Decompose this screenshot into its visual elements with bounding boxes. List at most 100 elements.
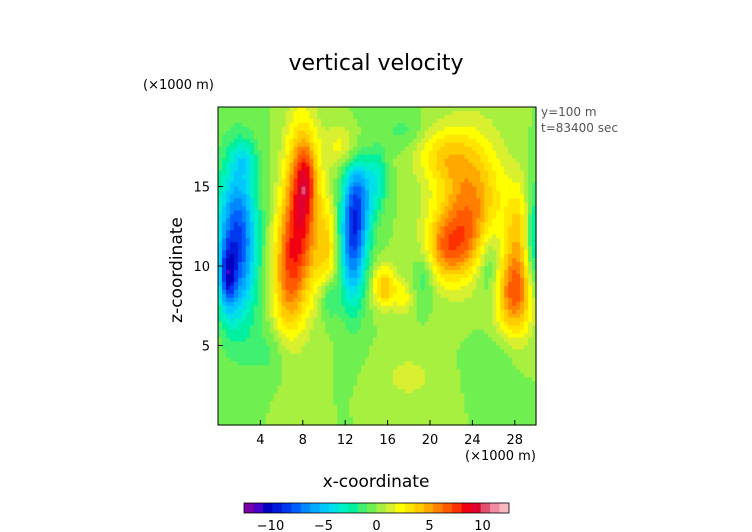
heatmap-cell (245, 158, 251, 164)
heatmap-cell (488, 289, 493, 295)
heatmap-cell (456, 337, 462, 343)
heatmap-cell (277, 230, 283, 235)
heatmap-cell (241, 130, 247, 136)
heatmap-cell (357, 333, 362, 339)
heatmap-cell (532, 222, 537, 227)
heatmap-cell (269, 222, 275, 227)
heatmap-cell (321, 345, 326, 351)
heatmap-cell (313, 142, 318, 148)
heatmap-cell (329, 353, 334, 359)
heatmap-cell (476, 174, 481, 180)
heatmap-cell (325, 142, 330, 148)
heatmap-cell (253, 118, 259, 124)
heatmap-cell (448, 301, 454, 307)
heatmap-cell (432, 118, 438, 124)
heatmap-cell (452, 337, 458, 343)
heatmap-cell (341, 186, 346, 192)
heatmap-cell (416, 158, 422, 164)
heatmap-cell (432, 122, 438, 128)
heatmap-cell (357, 194, 362, 200)
heatmap-cell (301, 289, 307, 295)
heatmap-cell (357, 190, 362, 196)
heatmap-cell (436, 269, 442, 275)
heatmap-cell (408, 186, 414, 192)
heatmap-cell (373, 277, 378, 283)
heatmap-cell (225, 333, 231, 339)
heatmap-cell (329, 321, 334, 327)
heatmap-cell (321, 198, 326, 204)
heatmap-cell (265, 122, 271, 128)
heatmap-cell (520, 166, 525, 172)
heatmap-cell (341, 122, 346, 128)
heatmap-cell (428, 118, 434, 124)
heatmap-cell (297, 309, 303, 315)
heatmap-cell (472, 210, 477, 215)
heatmap-cell (480, 107, 485, 112)
heatmap-cell (456, 289, 462, 295)
heatmap-cell (301, 158, 307, 164)
heatmap-cell (321, 353, 326, 359)
heatmap-cell (261, 289, 267, 295)
heatmap-cell (380, 269, 386, 275)
heatmap-cell (440, 250, 446, 255)
heatmap-cell (428, 154, 434, 160)
heatmap-cell (424, 305, 430, 311)
heatmap-cell (476, 246, 481, 251)
heatmap-cell (464, 321, 470, 327)
heatmap-cell (532, 226, 537, 231)
heatmap-cell (388, 190, 394, 196)
heatmap-cell (241, 122, 247, 128)
heatmap-cell (512, 325, 517, 331)
heatmap-cell (365, 329, 370, 335)
heatmap-cell (265, 317, 271, 323)
heatmap-cell (369, 254, 374, 259)
heatmap-cell (520, 293, 525, 299)
heatmap-cell (524, 170, 529, 176)
heatmap-cell (285, 246, 291, 251)
heatmap-cell (392, 166, 398, 172)
heatmap-cell (460, 321, 466, 327)
heatmap-cell (233, 202, 239, 207)
heatmap-cell (456, 321, 462, 327)
heatmap-cell (289, 222, 295, 227)
heatmap-cell (301, 174, 307, 180)
heatmap-cell (396, 170, 402, 176)
heatmap-cell (512, 309, 517, 315)
heatmap-cell (225, 198, 231, 204)
heatmap-cell (289, 317, 295, 323)
heatmap-cell (257, 138, 263, 144)
heatmap-cell (245, 226, 251, 231)
heatmap-cell (404, 246, 410, 251)
heatmap-cell (373, 206, 378, 211)
heatmap-cell (508, 146, 513, 152)
heatmap-cell (369, 341, 374, 347)
heatmap-cell (325, 202, 330, 207)
heatmap-cell (329, 198, 334, 204)
heatmap-cell (245, 170, 251, 176)
heatmap-cell (285, 254, 291, 259)
heatmap-cell (408, 246, 414, 251)
heatmap-cell (373, 170, 378, 176)
heatmap-cell (353, 277, 358, 283)
heatmap-cell (512, 118, 517, 124)
heatmap-cell (313, 162, 318, 168)
heatmap-cell (504, 194, 509, 200)
heatmap-cell (221, 341, 227, 347)
heatmap-cell (528, 333, 533, 339)
heatmap-cell (265, 134, 271, 140)
heatmap-cell (329, 190, 334, 196)
heatmap-cell (221, 146, 227, 152)
heatmap-cell (305, 238, 311, 243)
heatmap-cell (532, 138, 537, 144)
heatmap-cell (420, 150, 426, 156)
heatmap-cell (317, 309, 322, 315)
heatmap-cell (325, 130, 330, 136)
heatmap-cell (293, 142, 299, 148)
heatmap-cell (496, 186, 501, 192)
heatmap-cell (512, 170, 517, 176)
heatmap-cell (261, 341, 267, 347)
heatmap-cell (341, 210, 346, 215)
heatmap-cell (349, 349, 354, 355)
heatmap-cell (337, 122, 342, 128)
heatmap-cell (309, 317, 315, 323)
